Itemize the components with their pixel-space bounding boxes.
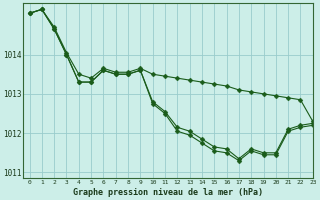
X-axis label: Graphe pression niveau de la mer (hPa): Graphe pression niveau de la mer (hPa) [73,188,263,197]
